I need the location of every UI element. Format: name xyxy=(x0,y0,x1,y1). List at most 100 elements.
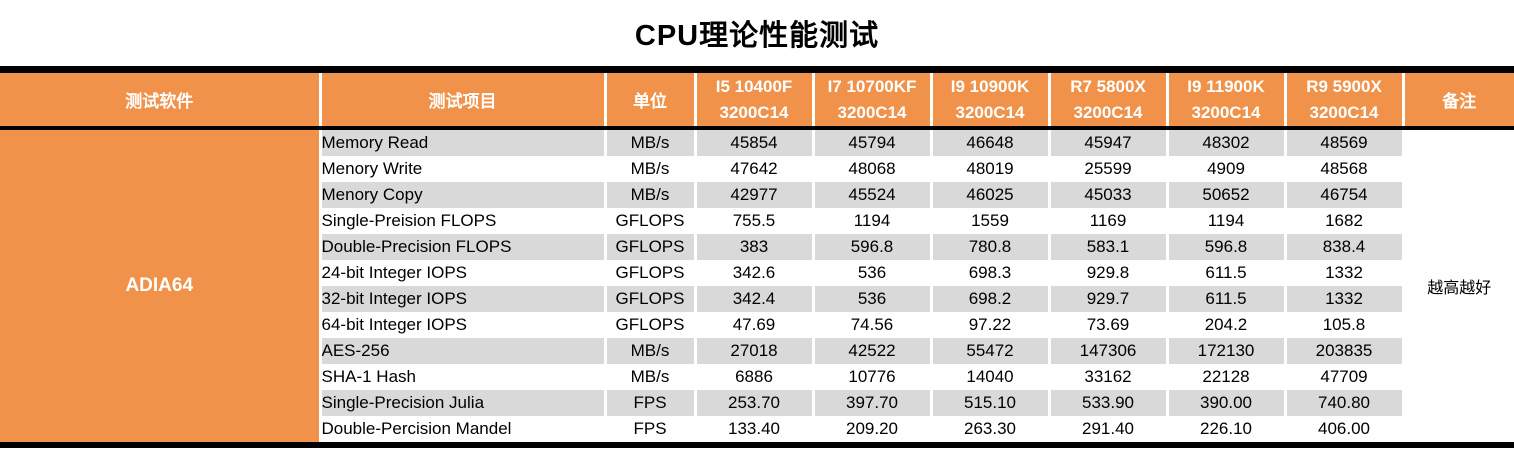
value-cell: 172130 xyxy=(1167,338,1287,364)
value-cell: 740.80 xyxy=(1285,390,1405,416)
value-cell: 698.2 xyxy=(931,286,1051,312)
value-cell: 780.8 xyxy=(931,234,1051,260)
value-cell: 42977 xyxy=(695,182,815,208)
unit-cell: MB/s xyxy=(605,364,697,390)
unit-cell: GFLOPS xyxy=(605,260,697,286)
value-cell: 73.69 xyxy=(1049,312,1169,338)
cpu-name: R7 5800X xyxy=(1070,77,1146,96)
value-cell: 515.10 xyxy=(931,390,1051,416)
test-item-cell: SHA-1 Hash xyxy=(320,364,607,390)
test-item-cell: Menory Copy xyxy=(320,182,607,208)
value-cell: 226.10 xyxy=(1167,416,1287,442)
unit-cell: MB/s xyxy=(605,338,697,364)
value-cell: 22128 xyxy=(1167,364,1287,390)
column-header-software: 测试软件 xyxy=(0,73,322,130)
value-cell: 929.8 xyxy=(1049,260,1169,286)
test-item-cell: Single-Preision FLOPS xyxy=(320,208,607,234)
header-row: 测试软件 测试项目 单位 I5 10400F 3200C14 I7 10700K… xyxy=(0,73,1514,130)
value-cell: 253.70 xyxy=(695,390,815,416)
value-cell: 1559 xyxy=(931,208,1051,234)
table-row: Menory Copy MB/s 42977 45524 46025 45033… xyxy=(0,182,1514,208)
benchmark-table: 测试软件 测试项目 单位 I5 10400F 3200C14 I7 10700K… xyxy=(0,73,1514,442)
cpu-name: I9 11900K xyxy=(1187,77,1265,96)
value-cell: 105.8 xyxy=(1285,312,1405,338)
cpu-memory: 3200C14 xyxy=(837,102,907,122)
unit-cell: FPS xyxy=(605,416,697,442)
test-item-cell: Memory Read xyxy=(320,128,607,156)
value-cell: 48568 xyxy=(1285,156,1405,182)
column-header-unit: 单位 xyxy=(605,73,697,130)
cpu-memory: 3200C14 xyxy=(1073,102,1143,122)
unit-cell: GFLOPS xyxy=(605,286,697,312)
value-cell: 46025 xyxy=(931,182,1051,208)
value-cell: 14040 xyxy=(931,364,1051,390)
value-cell: 397.70 xyxy=(813,390,933,416)
value-cell: 4909 xyxy=(1167,156,1287,182)
value-cell: 611.5 xyxy=(1167,260,1287,286)
value-cell: 596.8 xyxy=(813,234,933,260)
test-item-cell: Menory Write xyxy=(320,156,607,182)
table-row: AES-256 MB/s 27018 42522 55472 147306 17… xyxy=(0,338,1514,364)
table-row: Single-Precision Julia FPS 253.70 397.70… xyxy=(0,390,1514,416)
test-item-cell: Single-Precision Julia xyxy=(320,390,607,416)
value-cell: 533.90 xyxy=(1049,390,1169,416)
cpu-name: R9 5900X xyxy=(1306,77,1382,96)
value-cell: 383 xyxy=(695,234,815,260)
value-cell: 1194 xyxy=(1167,208,1287,234)
value-cell: 1332 xyxy=(1285,260,1405,286)
value-cell: 147306 xyxy=(1049,338,1169,364)
note-cell: 越高越好 xyxy=(1403,128,1514,442)
value-cell: 406.00 xyxy=(1285,416,1405,442)
column-header-cpu-i9-10900k: I9 10900K 3200C14 xyxy=(931,73,1051,130)
value-cell: 10776 xyxy=(813,364,933,390)
value-cell: 45524 xyxy=(813,182,933,208)
column-header-note: 备注 xyxy=(1403,73,1514,130)
table-row: Double-Percision Mandel FPS 133.40 209.2… xyxy=(0,416,1514,442)
value-cell: 583.1 xyxy=(1049,234,1169,260)
value-cell: 6886 xyxy=(695,364,815,390)
test-item-cell: Double-Percision Mandel xyxy=(320,416,607,442)
test-item-cell: 24-bit Integer IOPS xyxy=(320,260,607,286)
value-cell: 45794 xyxy=(813,128,933,156)
table-wrap: 测试软件 测试项目 单位 I5 10400F 3200C14 I7 10700K… xyxy=(0,66,1514,448)
value-cell: 50652 xyxy=(1167,182,1287,208)
test-item-cell: 64-bit Integer IOPS xyxy=(320,312,607,338)
column-header-item: 测试项目 xyxy=(320,73,607,130)
value-cell: 74.56 xyxy=(813,312,933,338)
unit-cell: GFLOPS xyxy=(605,234,697,260)
column-header-cpu-r7-5800x: R7 5800X 3200C14 xyxy=(1049,73,1169,130)
value-cell: 611.5 xyxy=(1167,286,1287,312)
value-cell: 48569 xyxy=(1285,128,1405,156)
value-cell: 1332 xyxy=(1285,286,1405,312)
unit-cell: GFLOPS xyxy=(605,312,697,338)
value-cell: 48302 xyxy=(1167,128,1287,156)
value-cell: 596.8 xyxy=(1167,234,1287,260)
unit-cell: FPS xyxy=(605,390,697,416)
test-item-cell: 32-bit Integer IOPS xyxy=(320,286,607,312)
value-cell: 55472 xyxy=(931,338,1051,364)
value-cell: 263.30 xyxy=(931,416,1051,442)
table-row: 32-bit Integer IOPS GFLOPS 342.4 536 698… xyxy=(0,286,1514,312)
value-cell: 342.4 xyxy=(695,286,815,312)
software-name-cell: ADIA64 xyxy=(0,128,322,442)
value-cell: 755.5 xyxy=(695,208,815,234)
cpu-memory: 3200C14 xyxy=(719,102,789,122)
value-cell: 42522 xyxy=(813,338,933,364)
table-row: ADIA64 Memory Read MB/s 45854 45794 4664… xyxy=(0,128,1514,442)
unit-cell: MB/s xyxy=(605,182,697,208)
value-cell: 97.22 xyxy=(931,312,1051,338)
value-cell: 48019 xyxy=(931,156,1051,182)
value-cell: 342.6 xyxy=(695,260,815,286)
value-cell: 698.3 xyxy=(931,260,1051,286)
unit-cell: MB/s xyxy=(605,128,697,156)
value-cell: 838.4 xyxy=(1285,234,1405,260)
value-cell: 47709 xyxy=(1285,364,1405,390)
value-cell: 929.7 xyxy=(1049,286,1169,312)
page-title: CPU理论性能测试 xyxy=(634,20,880,52)
unit-cell: MB/s xyxy=(605,156,697,182)
value-cell: 133.40 xyxy=(695,416,815,442)
title-bar: CPU理论性能测试 xyxy=(0,0,1514,66)
column-header-cpu-i5-10400f: I5 10400F 3200C14 xyxy=(695,73,815,130)
column-header-cpu-i7-10700kf: I7 10700KF 3200C14 xyxy=(813,73,933,130)
